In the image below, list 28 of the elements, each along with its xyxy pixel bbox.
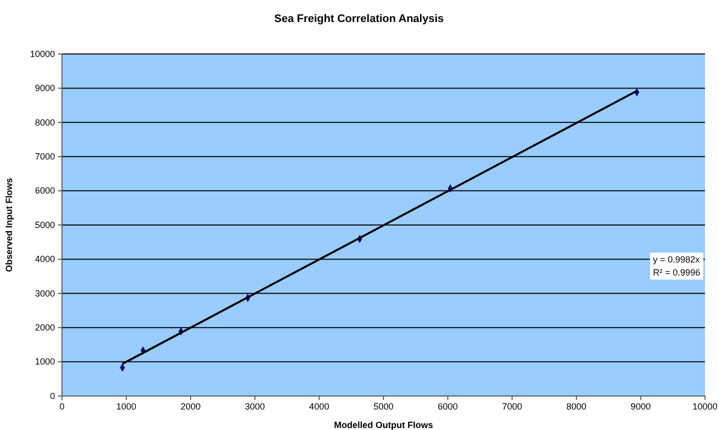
x-axis-title: Modelled Output Flows xyxy=(334,420,433,430)
y-tick-label: 6000 xyxy=(34,186,55,196)
chart-title: Sea Freight Correlation Analysis xyxy=(274,13,444,25)
x-tick-label: 4000 xyxy=(309,401,330,412)
y-tick-label: 5000 xyxy=(34,220,55,230)
annotation: y = 0.9982x xyxy=(653,254,700,265)
x-tick-label: 7000 xyxy=(502,401,522,412)
x-tick-label: 0 xyxy=(59,401,65,412)
y-tick-label: 1000 xyxy=(34,356,55,367)
x-tick-label: 9000 xyxy=(630,401,651,412)
y-tick-label: 0 xyxy=(50,390,55,401)
x-tick-label: 6000 xyxy=(438,401,458,412)
x-tick-label: 10000 xyxy=(692,401,718,412)
x-tick-label: 8000 xyxy=(566,401,586,412)
x-tick-label: 5000 xyxy=(373,401,394,412)
y-tick-label: 3000 xyxy=(34,288,55,298)
y-tick-label: 10000 xyxy=(30,48,55,59)
x-tick-label: 1000 xyxy=(116,401,136,412)
y-tick-label: 9000 xyxy=(34,83,55,94)
y-tick-label: 8000 xyxy=(34,117,55,128)
x-tick-label: 2000 xyxy=(180,401,201,412)
y-tick-label: 4000 xyxy=(34,254,55,264)
y-axis-title: Observed Input Flows xyxy=(4,178,14,272)
y-tick-label: 7000 xyxy=(34,151,55,162)
annotation: R² = 0.9996 xyxy=(653,268,700,278)
equation-label: y = 0.9982x R² = 0.9996 xyxy=(650,252,704,280)
y-tick-label: 2000 xyxy=(34,322,55,332)
x-tick-label: 3000 xyxy=(244,401,265,412)
